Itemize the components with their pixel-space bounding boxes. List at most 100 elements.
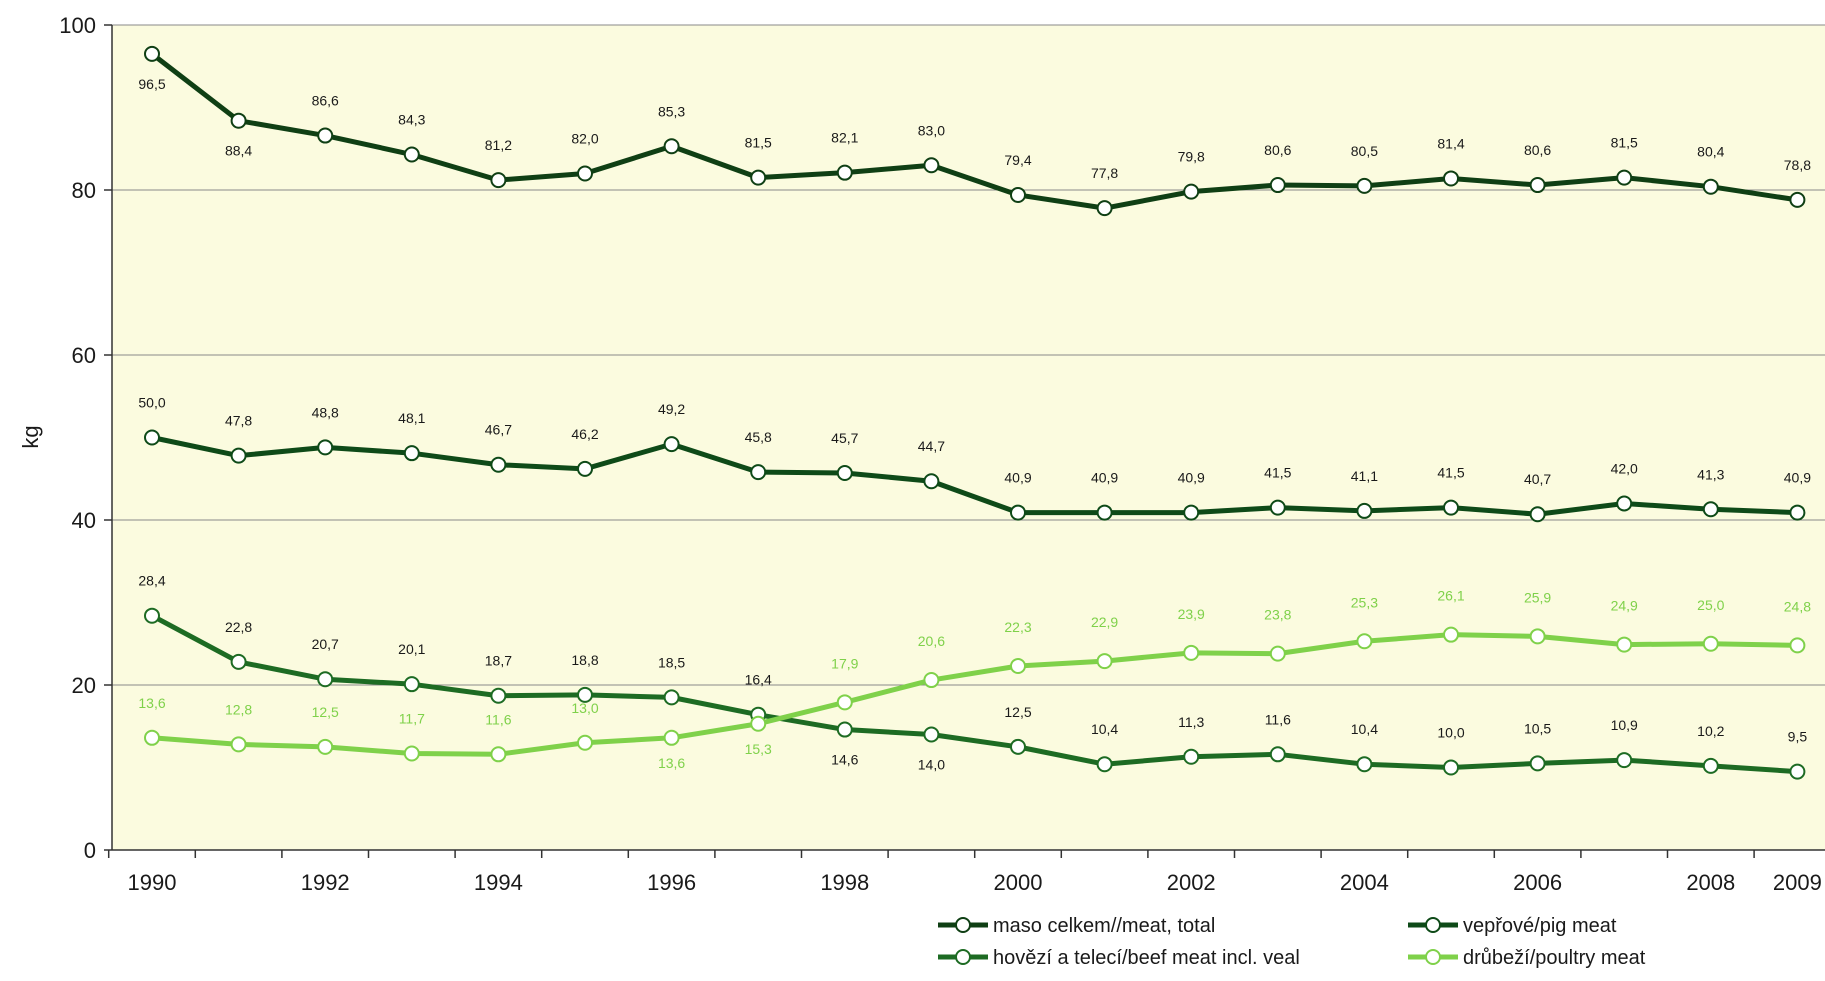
legend-item-0: maso celkem//meat, total [938,915,1215,937]
data-point [144,607,160,624]
data-label: 82,1 [831,130,858,146]
data-point [1443,626,1459,643]
data-label: 18,8 [571,652,598,668]
data-point [1356,756,1373,773]
x-tick-label: 2009 [1773,870,1822,895]
data-label: 41,5 [1264,465,1291,481]
data-point [836,721,853,738]
data-point [317,127,334,144]
data-label: 80,6 [1524,142,1551,158]
data-label: 11,6 [1265,711,1291,727]
legend-label: maso celkem//meat, total [993,915,1215,937]
data-point [1789,763,1806,780]
data-label: 41,5 [1437,465,1464,481]
data-label: 40,9 [1091,470,1118,486]
data-label: 81,5 [745,135,772,151]
data-point [577,460,593,477]
data-point [836,164,853,181]
legend-label: vepřové/pig meat [1463,915,1617,937]
data-label: 80,6 [1264,142,1291,158]
data-label: 84,3 [398,112,425,128]
data-point [1183,748,1200,765]
legend-swatch-marker [955,949,971,965]
data-label: 15,3 [745,741,772,757]
data-point [1443,499,1459,516]
data-label: 26,1 [1437,588,1464,604]
data-point [923,726,940,743]
data-label: 12,5 [1004,704,1031,720]
data-point [1702,757,1719,774]
data-label: 40,9 [1178,470,1205,486]
data-point [1616,636,1633,653]
x-tick-label: 2006 [1513,870,1562,895]
data-point [1789,637,1806,654]
x-tick-label: 2008 [1686,870,1735,895]
data-label: 80,5 [1351,143,1378,159]
x-tick-label: 2000 [994,870,1043,895]
data-label: 25,3 [1351,594,1378,610]
data-label: 11,7 [399,710,425,726]
data-point [230,112,247,129]
data-label: 16,4 [745,672,772,688]
data-point [1096,653,1113,670]
data-label: 81,2 [485,137,512,153]
data-label: 24,9 [1611,598,1638,614]
data-point [836,694,853,711]
data-point [317,671,334,688]
data-point [1616,495,1633,512]
data-point [403,745,420,762]
legend: maso celkem//meat, total vepřové/pig meat… [938,915,1646,969]
data-label: 11,6 [485,711,511,727]
y-tick-label: 80 [72,178,96,203]
data-label: 10,0 [1437,725,1464,741]
data-label: 79,4 [1004,152,1031,168]
data-point [1183,644,1200,661]
data-point [144,429,160,446]
data-label: 18,5 [658,654,685,670]
legend-label: hovězí a telecí/beef meat incl. veal [993,947,1300,969]
axis-layer: 0 20 40 60 80 100 1990 1992 1994 1996 1998 2000 2002… [59,13,1825,895]
data-label: 48,8 [312,404,339,420]
data-point [1010,186,1026,203]
data-label: 14,0 [918,757,945,773]
series-1 [144,429,1806,523]
data-point [750,715,767,732]
data-label: 13,6 [658,755,685,771]
data-label-layer: 96,5 88,4 86,6 84,3 81,2 82,0 85,3 81,5 82,1 83,0… [138,76,1811,773]
y-tick-label: 60 [72,343,96,368]
data-label: 77,8 [1091,165,1118,181]
data-label: 20,6 [918,633,945,649]
data-point [317,738,334,755]
data-label: 28,4 [138,573,165,589]
data-label: 13,0 [571,700,598,716]
data-point [836,464,853,481]
x-tick-label: 2002 [1167,870,1216,895]
data-point [750,464,767,481]
data-point [577,686,593,703]
data-label: 22,8 [225,619,252,635]
data-point [1529,628,1546,645]
data-label: 42,0 [1611,461,1638,477]
data-label: 10,5 [1524,720,1551,736]
data-label: 23,9 [1178,606,1205,622]
data-point [1096,756,1113,773]
y-tick-label: 0 [84,838,96,863]
x-tick-label: 1998 [820,870,869,895]
data-point [1529,177,1546,194]
x-tick-label: 2004 [1340,870,1389,895]
data-point [663,729,680,746]
series-2 [144,607,1806,780]
series-line [150,51,1798,211]
data-label: 22,9 [1091,614,1118,630]
data-point [663,138,680,155]
data-label: 81,4 [1437,135,1464,151]
data-label: 12,5 [312,704,339,720]
series-0 [144,45,1806,217]
data-label: 14,6 [831,752,858,768]
legend-item-3: drůbeží/poultry meat [1408,947,1646,969]
x-tick-label: 1990 [128,870,177,895]
data-label: 86,6 [312,93,339,109]
y-axis-title: kg [18,425,43,448]
